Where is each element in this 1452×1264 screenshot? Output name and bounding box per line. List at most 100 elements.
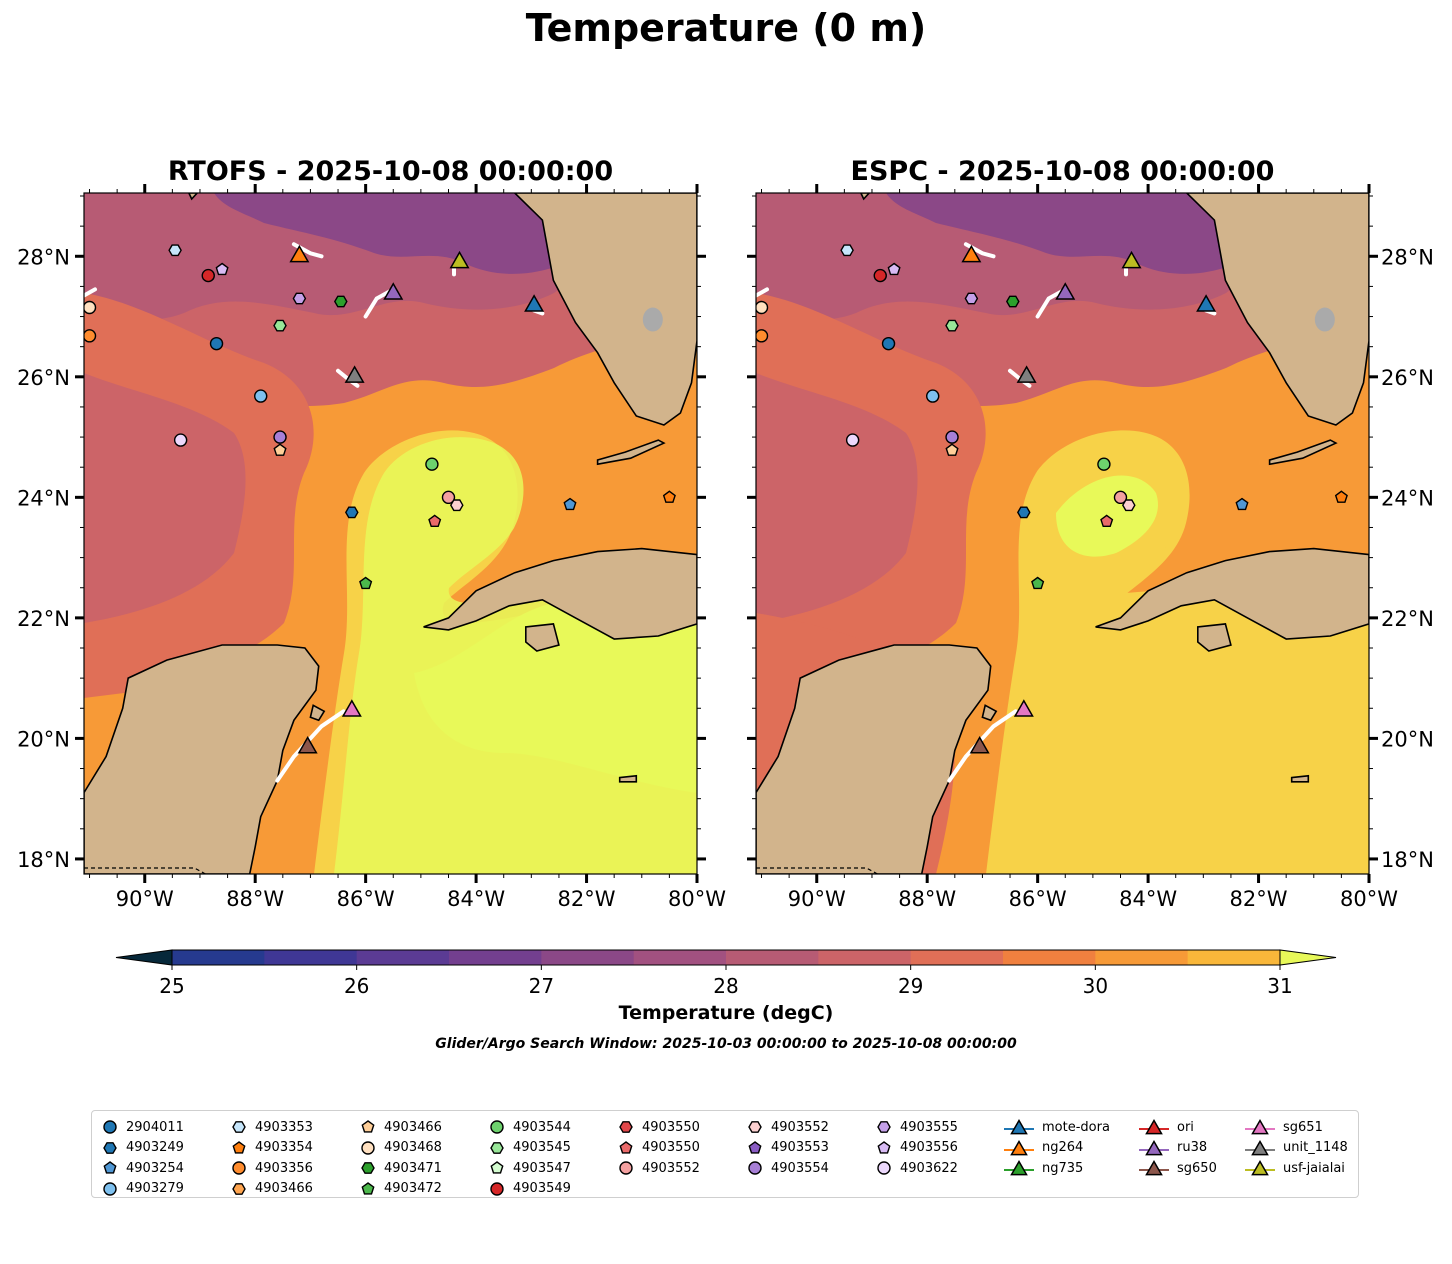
legend-label: 4903550 — [642, 1119, 700, 1135]
land-cozumel — [981, 704, 998, 722]
legend-column: 4903550 4903550 4903552 — [618, 1117, 700, 1179]
legend-marker-icon — [619, 1121, 633, 1134]
lon-tick-label: 84°W — [447, 887, 505, 911]
legend-marker-icon — [1004, 1119, 1034, 1135]
legend-marker-icon — [748, 1161, 762, 1175]
float-4903550 — [428, 514, 442, 527]
float-4903249 — [1016, 506, 1031, 519]
legend-marker-icon — [1139, 1119, 1169, 1135]
float-4903468 — [756, 300, 769, 315]
legend-label: 4903555 — [900, 1119, 958, 1135]
legend-marker-icon — [361, 1120, 375, 1133]
lat-tick-label: 20°N — [17, 727, 70, 751]
float-4903545 — [945, 319, 959, 332]
glider-usf-jaialai — [449, 250, 470, 269]
legend-marker-icon — [232, 1182, 246, 1195]
legend-item: ru38 — [1139, 1138, 1217, 1159]
legend-item: 4903554 — [747, 1158, 829, 1179]
float-4903552 — [441, 490, 456, 505]
legend-item: sg651 — [1245, 1117, 1348, 1138]
legend-item: sg650 — [1139, 1158, 1217, 1179]
colorbar-bin — [910, 950, 1004, 965]
legend-label: ru38 — [1177, 1140, 1208, 1156]
legend-marker-icon — [748, 1140, 762, 1154]
legend-marker-icon — [1004, 1139, 1034, 1156]
land-youth — [524, 623, 560, 652]
float-4903356 — [84, 329, 97, 343]
legend-label: 4903622 — [900, 1160, 958, 1176]
legend-label: 4903552 — [771, 1119, 829, 1135]
legend-label: 4903553 — [771, 1140, 829, 1156]
legend-item: unit_1148 — [1245, 1138, 1348, 1159]
legend-item: 2904011 — [102, 1117, 184, 1138]
legend-marker-icon — [490, 1120, 504, 1134]
float-4903556 — [887, 262, 901, 276]
lat-tick-label: 20°N — [1381, 727, 1434, 751]
float-4903254 — [563, 497, 577, 511]
land-keys — [1268, 439, 1338, 466]
legend-label: unit_1148 — [1283, 1140, 1348, 1156]
lat-tick-label: 22°N — [17, 607, 70, 631]
legend-marker-icon — [877, 1161, 891, 1175]
legend: 2904011 4903249 4903254 4903279 4903353 49033… — [91, 1110, 1359, 1198]
float-4903466 — [945, 443, 959, 456]
lon-tick-label: 86°W — [337, 887, 395, 911]
colorbar-bin — [264, 950, 358, 965]
legend-label: 4903552 — [642, 1160, 700, 1176]
land-caymans — [618, 774, 638, 783]
land-msdelta — [860, 193, 871, 201]
legend-label: 4903549 — [513, 1181, 571, 1197]
float-4903466 — [273, 443, 287, 456]
legend-marker-icon — [748, 1121, 762, 1134]
legend-label: ori — [1177, 1119, 1194, 1135]
land-yucatan — [84, 644, 320, 874]
legend-label: 4903249 — [126, 1140, 184, 1156]
legend-label: ng735 — [1042, 1160, 1084, 1176]
legend-label: sg650 — [1177, 1160, 1217, 1176]
colorbar-tick-label: 31 — [1267, 974, 1292, 998]
legend-item: 4903552 — [618, 1158, 700, 1179]
float-4903556 — [215, 262, 229, 276]
colorbar-bin — [818, 950, 912, 965]
float-4903622 — [845, 433, 860, 447]
lat-tick-label: 26°N — [1381, 366, 1434, 390]
lon-tick-label: 88°W — [898, 887, 956, 911]
float-4903353 — [840, 244, 854, 257]
colorbar-tick-label: 27 — [529, 974, 554, 998]
glider-sg650 — [297, 736, 318, 754]
legend-item: 4903549 — [489, 1179, 571, 1200]
legend-label: 4903466 — [384, 1119, 442, 1135]
figure-title: Temperature (0 m) — [525, 6, 927, 50]
land-florida — [1185, 193, 1369, 426]
legend-marker-icon — [232, 1161, 246, 1175]
float-4903555 — [292, 292, 307, 305]
float-4903544 — [425, 457, 439, 471]
legend-column: 4903466 4903468 4903471 4903472 — [360, 1117, 442, 1199]
colorbar-bin — [356, 950, 450, 965]
glider-mote-dora — [524, 294, 545, 312]
glider-ng264 — [961, 244, 982, 263]
float-4903471 — [333, 295, 348, 308]
lat-tick-label: 22°N — [1381, 607, 1434, 631]
float-4903552 — [1121, 499, 1136, 512]
legend-item: 4903547 — [489, 1158, 571, 1179]
legend-item: 4903622 — [876, 1158, 958, 1179]
legend-item: 4903550 — [618, 1138, 700, 1159]
colorbar-bin — [172, 950, 265, 965]
float-4903254 — [1235, 497, 1249, 511]
legend-marker-icon — [103, 1161, 117, 1174]
map-panels: 90°W 88°W 86°W 84°W 82°W 80°W 28°N 26°N 24°N 22°N… — [17, 184, 1434, 911]
float-4903622 — [173, 433, 188, 447]
float-4903545 — [273, 319, 287, 332]
legend-label: usf-jaialai — [1283, 1160, 1345, 1176]
float-4903555 — [964, 292, 979, 305]
legend-marker-icon — [490, 1182, 504, 1196]
axes: 90°W 88°W 86°W 84°W 82°W 80°W 28°N 26°N 24°N 22°N… — [17, 184, 1434, 911]
legend-item: 4903356 — [231, 1158, 313, 1179]
legend-label: 4903547 — [513, 1160, 571, 1176]
legend-item: 4903354 — [231, 1138, 313, 1159]
land-yucatan — [756, 644, 992, 874]
lat-tick-label: 26°N — [17, 366, 70, 390]
lon-tick-label: 90°W — [788, 887, 846, 911]
colorbar-extend-high — [1279, 949, 1337, 966]
